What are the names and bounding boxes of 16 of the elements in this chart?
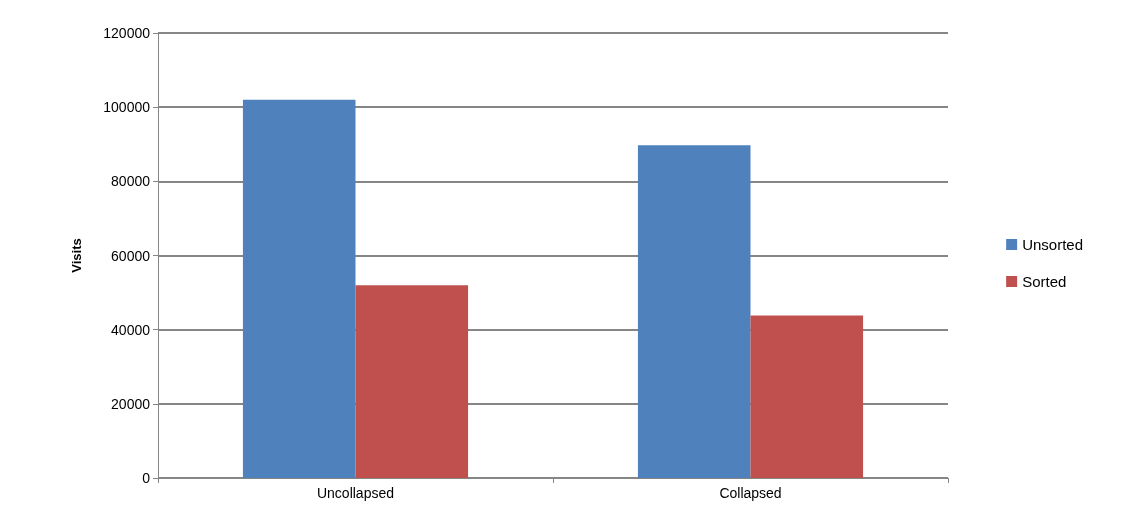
x-tick-label: Uncollapsed — [316, 485, 395, 501]
y-tick-label: 40000 — [111, 321, 151, 338]
bar — [637, 145, 751, 478]
y-tick-label: 0 — [142, 470, 151, 486]
y-tick-label: 20000 — [111, 395, 151, 412]
y-tick-label: 120000 — [103, 25, 151, 41]
y-tick-label: 80000 — [111, 173, 151, 190]
bar — [242, 99, 356, 478]
x-tick-label: Collapsed — [719, 485, 782, 501]
y-tick-label: 100000 — [103, 99, 151, 116]
y-tick-label: 60000 — [111, 247, 151, 264]
legend-label: Sorted — [1022, 273, 1067, 290]
legend-label: Unsorted — [1022, 236, 1084, 253]
bar — [355, 285, 469, 478]
bar — [750, 315, 864, 478]
y-axis-title: Visits — [69, 238, 84, 273]
